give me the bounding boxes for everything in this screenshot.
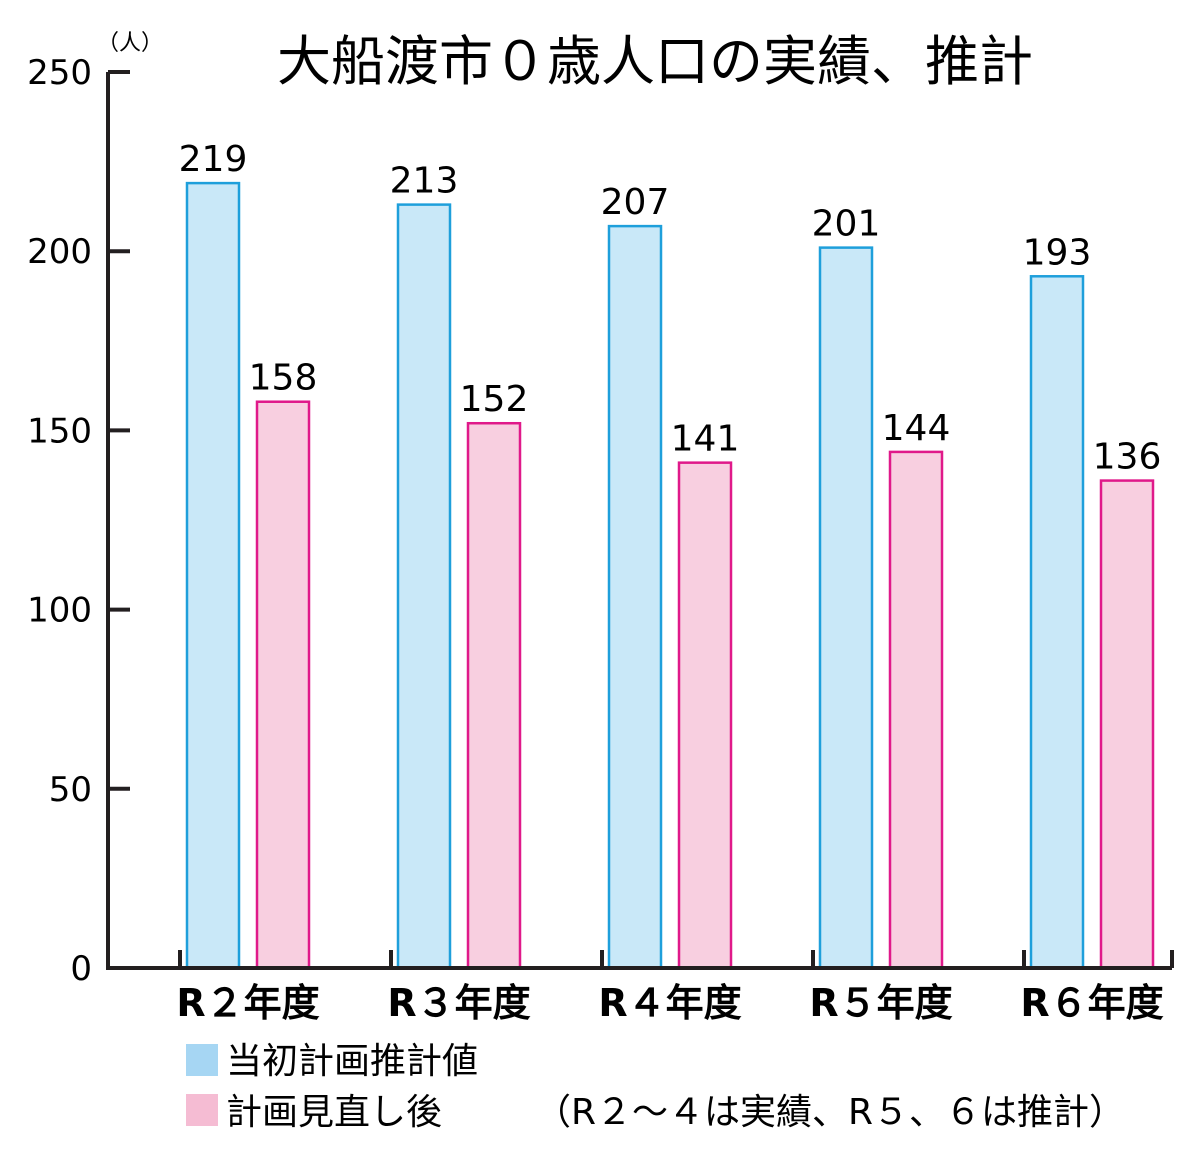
y-tick-label: 150 xyxy=(27,411,92,451)
y-axis: 0 50 100 150 200 250 xyxy=(27,53,130,989)
data-label: 141 xyxy=(671,419,740,460)
bars xyxy=(185,181,1155,970)
bar-initial xyxy=(818,246,874,970)
bar-initial xyxy=(1029,275,1085,970)
bar-revised xyxy=(255,400,311,970)
legend-label-revised: 計画見直し後 xyxy=(226,1092,442,1133)
x-category-label: R３年度 xyxy=(387,981,530,1025)
bar-initial xyxy=(185,181,241,970)
data-labels: 219 158 213 152 207 141 201 144 193 136 xyxy=(179,139,1162,477)
chart-title: 大船渡市０歳人口の実績、推計 xyxy=(277,30,1033,93)
bar-revised xyxy=(888,450,944,970)
bar-revised xyxy=(677,461,733,970)
bar-revised xyxy=(466,421,522,970)
legend-label-initial: 当初計画推計値 xyxy=(226,1041,478,1082)
x-category-label: R４年度 xyxy=(598,981,741,1025)
x-axis: R２年度 R３年度 R４年度 R５年度 R６年度 xyxy=(106,950,1174,1025)
legend-swatch-revised xyxy=(186,1094,218,1126)
data-label: 136 xyxy=(1093,437,1162,478)
data-label: 213 xyxy=(390,161,459,202)
x-category-label: R６年度 xyxy=(1020,981,1163,1025)
y-tick-label: 50 xyxy=(49,770,92,810)
legend-swatch-initial xyxy=(186,1044,218,1076)
data-label: 152 xyxy=(460,379,529,420)
y-tick-label: 200 xyxy=(27,232,92,272)
x-category-label: R２年度 xyxy=(176,981,319,1025)
data-label: 144 xyxy=(882,408,951,449)
y-tick-label: 250 xyxy=(27,53,92,93)
chart-note: （R２〜４は実績、R５、６は推計） xyxy=(535,1092,1125,1133)
bar-initial xyxy=(607,224,663,970)
data-label: 207 xyxy=(601,182,670,223)
data-label: 158 xyxy=(249,358,318,399)
data-label: 219 xyxy=(179,139,248,180)
y-tick-label: 0 xyxy=(70,949,92,989)
bar-revised xyxy=(1099,479,1155,970)
y-axis-unit: （人） xyxy=(97,31,163,56)
data-label: 193 xyxy=(1023,232,1092,273)
x-category-label: R５年度 xyxy=(809,981,952,1025)
y-tick-label: 100 xyxy=(27,591,92,631)
data-label: 201 xyxy=(812,204,881,245)
bar-initial xyxy=(396,203,452,970)
legend: 当初計画推計値 計画見直し後 （R２〜４は実績、R５、６は推計） xyxy=(186,1041,1125,1133)
